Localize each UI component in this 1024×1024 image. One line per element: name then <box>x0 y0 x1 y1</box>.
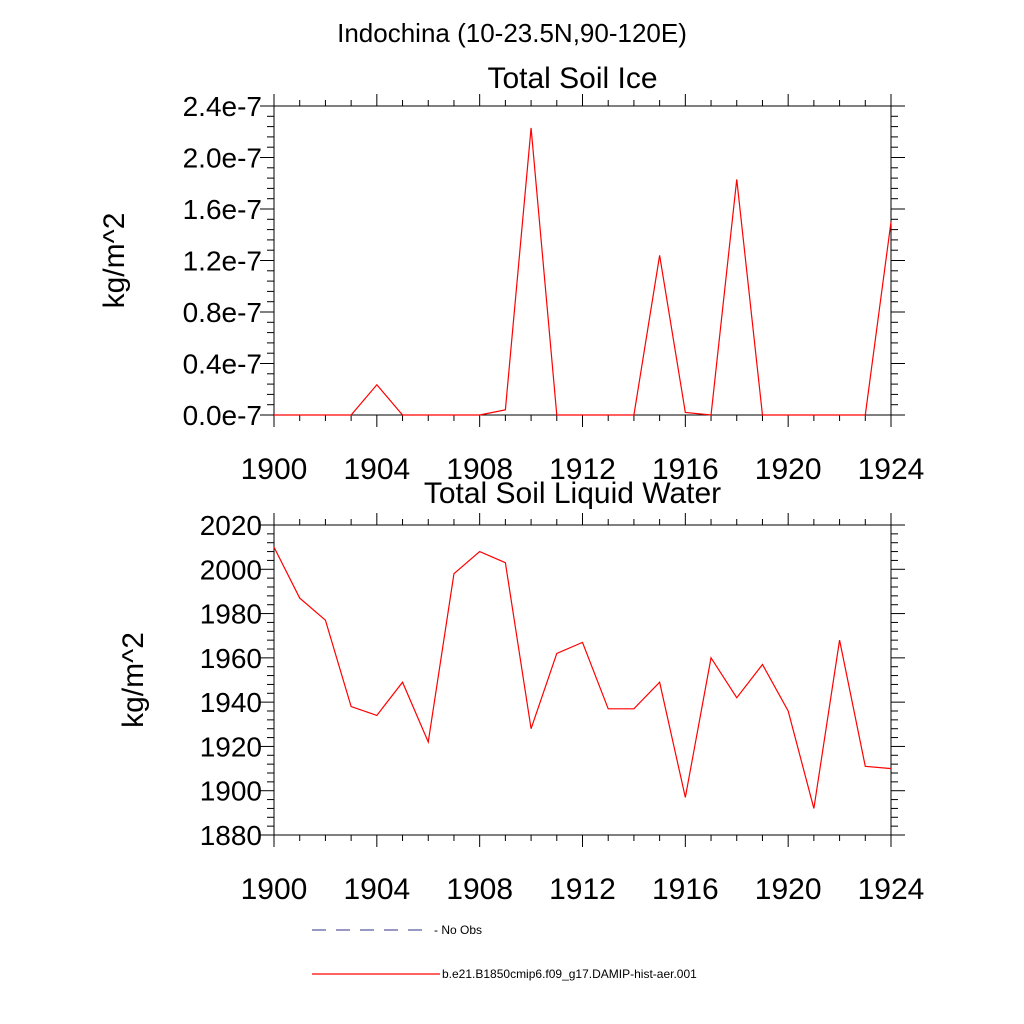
y-tick-label: 1960 <box>200 643 262 674</box>
y-tick-label: 2.0e-7 <box>183 143 262 174</box>
plot-frame <box>273 105 892 416</box>
y-tick-label: 2000 <box>200 554 262 585</box>
y-tick-label: 1900 <box>200 776 262 807</box>
x-tick-label: 1900 <box>241 453 308 486</box>
y-tick-label: 1.2e-7 <box>183 246 262 277</box>
series-line <box>273 546 892 809</box>
x-tick-label: 1916 <box>652 453 719 486</box>
x-tick-label: 1908 <box>446 873 513 906</box>
legend-label-model: b.e21.B1850cmip6.f09_g17.DAMIP-hist-aer.… <box>442 967 697 981</box>
y-tick-label: 1.6e-7 <box>183 194 262 225</box>
x-tick-label: 1912 <box>549 453 616 486</box>
figure-title: Indochina (10-23.5N,90-120E) <box>337 18 687 48</box>
x-tick-label: 1900 <box>241 873 308 906</box>
x-tick-label: 1904 <box>343 873 410 906</box>
y-axis-label: kg/m^2 <box>117 632 150 728</box>
y-tick-label: 2020 <box>200 510 262 541</box>
x-tick-label: 1916 <box>652 873 719 906</box>
y-tick-label: 0.0e-7 <box>183 400 262 431</box>
plot-frame <box>273 524 892 836</box>
legend-label-no-obs: - No Obs <box>434 923 482 937</box>
y-tick-label: 1880 <box>200 820 262 851</box>
panel-title: Total Soil Liquid Water <box>424 477 721 510</box>
panel-title: Total Soil Ice <box>487 62 657 95</box>
x-tick-label: 1912 <box>549 873 616 906</box>
y-tick-label: 1920 <box>200 731 262 762</box>
x-tick-label: 1924 <box>858 453 925 486</box>
y-axis-label: kg/m^2 <box>98 213 131 309</box>
x-tick-label: 1908 <box>446 453 513 486</box>
y-tick-label: 0.4e-7 <box>183 349 262 380</box>
y-tick-label: 2.4e-7 <box>183 91 262 122</box>
y-tick-label: 1980 <box>200 599 262 630</box>
x-tick-label: 1924 <box>858 873 925 906</box>
series-line <box>274 127 892 416</box>
y-tick-label: 0.8e-7 <box>183 297 262 328</box>
x-tick-label: 1920 <box>755 873 822 906</box>
x-tick-label: 1920 <box>755 453 822 486</box>
panel-total-soil-ice: 1900 1904 1908 1912 1916 1920 1924 0.0e-7 0.4e-7… <box>98 62 924 486</box>
panel-total-soil-liquid-water: 1900 1904 1908 1912 1916 1920 1924 1880 1900 1920… <box>117 477 924 906</box>
y-tick-label: 1940 <box>200 687 262 718</box>
x-tick-label: 1904 <box>343 453 410 486</box>
legend: - No Obs b.e21.B1850cmip6.f09_g17.DAMIP-… <box>312 923 697 981</box>
